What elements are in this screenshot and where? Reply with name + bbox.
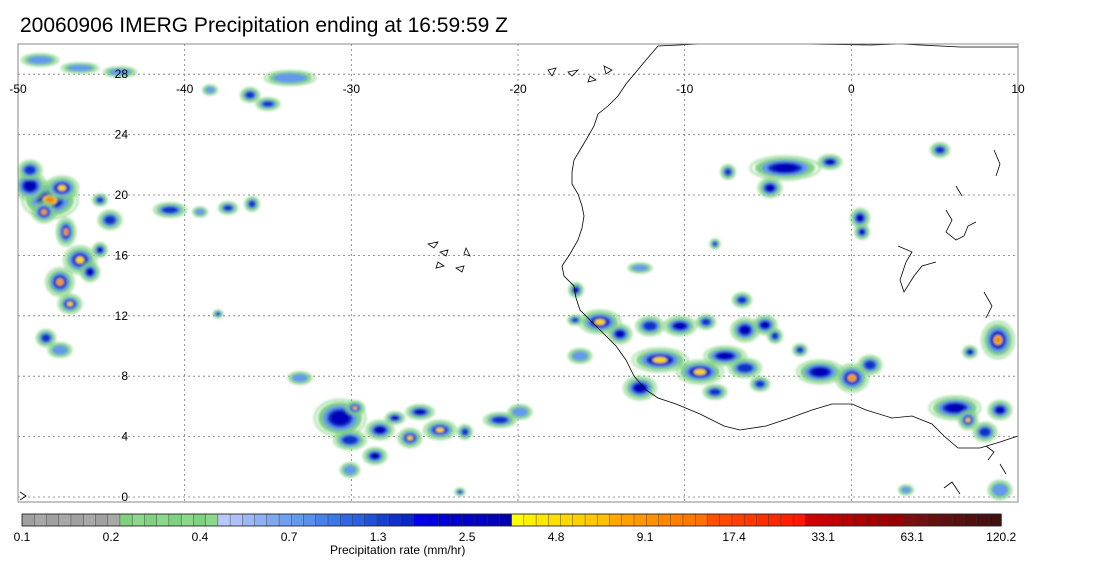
colorbar-tick-label: 0.2 — [103, 530, 120, 544]
map-title: 20060906 IMERG Precipitation ending at 1… — [20, 14, 508, 37]
lon-tick-label: -40 — [176, 82, 194, 96]
colorbar-tick-label: 9.1 — [637, 530, 654, 544]
lon-tick-label: 10 — [1011, 82, 1025, 96]
lat-tick-label: 0 — [121, 490, 128, 504]
colorbar-tick-label: 33.1 — [812, 530, 836, 544]
lon-tick-label: -20 — [509, 82, 527, 96]
gridlines — [18, 44, 1018, 502]
lat-tick-label: 16 — [115, 248, 129, 262]
lon-tick-label: -10 — [676, 82, 694, 96]
lon-tick-label: -30 — [343, 82, 361, 96]
colorbar-tick-label: 2.5 — [459, 530, 476, 544]
precipitation-field — [18, 44, 1018, 501]
lat-tick-label: 20 — [115, 188, 129, 202]
lat-tick-label: 8 — [121, 369, 128, 383]
lat-tick-label: 4 — [121, 430, 128, 444]
colorbar-tick-labels: 0.1 0.2 0.4 0.7 1.3 2.5 4.8 9.1 17.4 33.1 63.1 120.… — [14, 530, 1017, 544]
colorbar-label: Precipitation rate (mm/hr) — [330, 543, 466, 557]
lat-tick-label: 28 — [115, 67, 129, 81]
colorbar-tick-label: 0.4 — [192, 530, 209, 544]
colorbar-tick-label: 0.7 — [281, 530, 298, 544]
colorbar-tick-label: 120.2 — [986, 530, 1016, 544]
colorbar-tick-label: 4.8 — [548, 530, 565, 544]
colorbar-tick-label: 0.1 — [14, 530, 31, 544]
lon-tick-label: 0 — [848, 82, 855, 96]
colorbar-tick-label: 17.4 — [722, 530, 746, 544]
longitude-labels: -50 -40 -30 -20 -10 0 10 — [9, 82, 1025, 96]
coastline — [19, 44, 1018, 501]
precipitation-map: -50 -40 -30 -20 -10 0 10 28 24 20 16 12 8 4 0 — [9, 43, 1025, 504]
lat-tick-label: 12 — [115, 309, 129, 323]
colorbar-tick-label: 63.1 — [901, 530, 925, 544]
colorbar-tick-label: 1.3 — [370, 530, 387, 544]
lon-tick-label: -50 — [9, 82, 27, 96]
map-frame — [17, 43, 1019, 503]
lat-tick-label: 24 — [115, 128, 129, 142]
latitude-labels: 28 24 20 16 12 8 4 0 — [115, 67, 129, 504]
